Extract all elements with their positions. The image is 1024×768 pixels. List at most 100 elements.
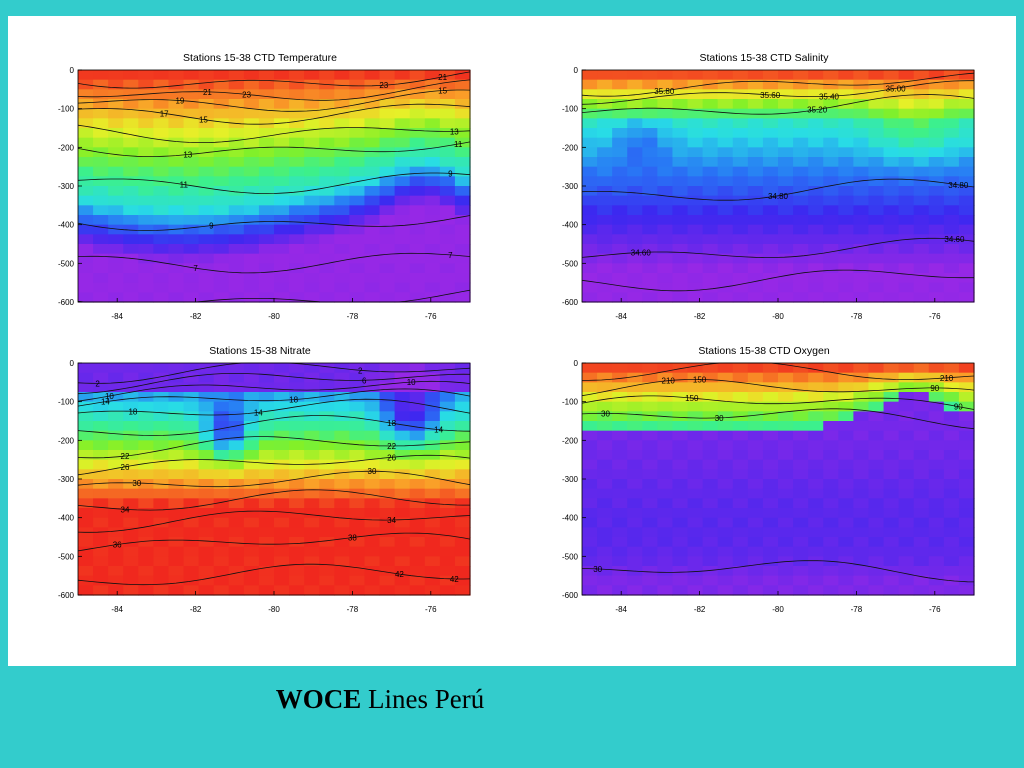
heatmap-cell	[898, 537, 915, 548]
heatmap-cell	[183, 556, 200, 567]
heatmap-cell	[687, 147, 704, 158]
heatmap-cell	[439, 99, 456, 110]
heatmap-cell	[732, 137, 749, 148]
heatmap-cell	[289, 215, 305, 226]
heatmap-cell	[394, 234, 411, 245]
heatmap-cell	[78, 244, 94, 255]
heatmap-cell	[732, 479, 749, 490]
heatmap-cell	[913, 195, 930, 206]
heatmap-cell	[198, 450, 215, 461]
heatmap-cell	[702, 273, 719, 284]
heatmap-cell	[762, 147, 779, 158]
heatmap-cell	[168, 450, 185, 461]
heatmap-cell	[943, 382, 960, 393]
heatmap-cell	[183, 157, 200, 168]
heatmap-cell	[762, 421, 779, 432]
heatmap-cell	[123, 537, 139, 548]
heatmap-cell	[943, 108, 960, 119]
heatmap-cell	[778, 498, 794, 509]
heatmap-cell	[183, 450, 200, 461]
heatmap-cell	[883, 363, 900, 374]
heatmap-cell	[168, 459, 185, 470]
heatmap-cell	[78, 411, 94, 422]
heatmap-cell	[958, 488, 975, 499]
heatmap-cell	[243, 508, 260, 519]
heatmap-cell	[928, 215, 945, 226]
heatmap-cell	[108, 89, 124, 100]
heatmap-cell	[304, 89, 320, 100]
contour-label: 150	[693, 375, 707, 384]
heatmap-cell	[138, 147, 154, 158]
heatmap-cell	[762, 566, 779, 577]
y-tick-label: -500	[562, 259, 579, 268]
heatmap-cell	[439, 537, 456, 548]
heatmap-cell	[762, 244, 779, 255]
heatmap-cell	[78, 99, 94, 110]
heatmap-cell	[642, 459, 658, 470]
heatmap-cell	[304, 392, 320, 403]
heatmap-cell	[439, 282, 456, 293]
heatmap-cell	[123, 401, 139, 412]
heatmap-cell	[582, 430, 598, 441]
heatmap-cell	[762, 372, 779, 383]
heatmap-cell	[319, 273, 335, 284]
heatmap-cell	[274, 527, 290, 538]
heatmap-cell	[657, 363, 674, 374]
heatmap-cell	[424, 363, 441, 374]
heatmap-cell	[657, 508, 674, 519]
heatmap-cell	[258, 224, 275, 235]
y-tick-label: -200	[562, 143, 579, 152]
heatmap-cell	[612, 282, 628, 293]
heatmap-cell	[747, 70, 764, 81]
heatmap-cell	[808, 372, 824, 383]
heatmap-cell	[274, 89, 290, 100]
heatmap-cell	[702, 166, 719, 177]
heatmap-cell	[304, 363, 320, 374]
heatmap-cell	[702, 459, 719, 470]
heatmap-cell	[439, 234, 456, 245]
heatmap-cell	[168, 440, 185, 451]
heatmap-cell	[349, 234, 366, 245]
x-tick-label: -78	[851, 312, 863, 321]
heatmap-cell	[702, 546, 719, 557]
heatmap-cell	[424, 205, 441, 216]
heatmap-cell	[334, 430, 350, 441]
heatmap-cell	[823, 118, 839, 129]
heatmap-cell	[258, 118, 275, 129]
heatmap-cell	[258, 89, 275, 100]
heatmap-cell	[379, 157, 396, 168]
heatmap-cell	[687, 450, 704, 461]
heatmap-cell	[582, 537, 598, 548]
heatmap-cell	[627, 363, 643, 374]
heatmap-cell	[582, 546, 598, 557]
heatmap-cell	[228, 205, 245, 216]
heatmap-cell	[838, 89, 854, 100]
heatmap-cell	[198, 488, 215, 499]
heatmap-cell	[93, 585, 109, 596]
heatmap-cell	[943, 566, 960, 577]
heatmap-cell	[454, 118, 471, 129]
heatmap-cell	[778, 137, 794, 148]
heatmap-cell	[747, 147, 764, 158]
heatmap-cell	[702, 253, 719, 264]
heatmap-cell	[958, 79, 975, 90]
heatmap-cell	[883, 517, 900, 528]
heatmap-cell	[657, 128, 674, 139]
heatmap-cell	[868, 70, 885, 81]
heatmap-cell	[627, 215, 643, 226]
heatmap-cell	[898, 157, 915, 168]
heatmap-cell	[762, 498, 779, 509]
heatmap-cell	[597, 392, 613, 403]
heatmap-cell	[183, 70, 200, 81]
heatmap-cell	[672, 459, 689, 470]
contour-label: 26	[387, 453, 396, 462]
heatmap-cell	[672, 508, 689, 519]
heatmap-cell	[304, 498, 320, 509]
heatmap-cell	[823, 440, 839, 451]
heatmap-cell	[582, 411, 598, 422]
contour-label: 2	[358, 366, 363, 375]
x-tick-label: -82	[694, 312, 706, 321]
heatmap-cell	[454, 556, 471, 567]
heatmap-cell	[913, 244, 930, 255]
heatmap-cell	[379, 479, 396, 490]
